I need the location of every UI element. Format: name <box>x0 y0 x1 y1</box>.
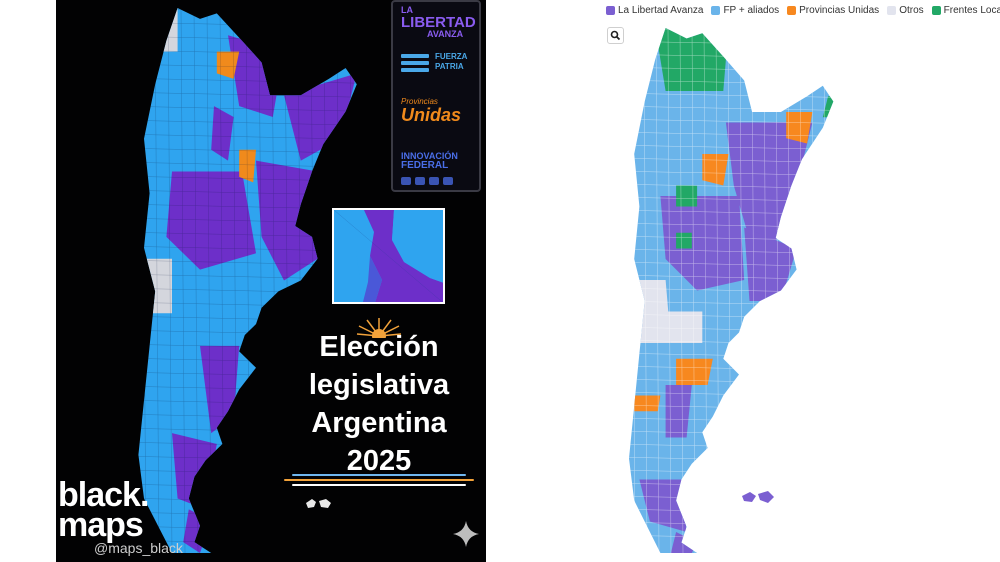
region-frentes-locales-0 <box>655 28 729 91</box>
lla-line1: LA <box>401 5 413 15</box>
legend-label: FP + aliados <box>723 5 780 16</box>
region-pu-0 <box>702 154 729 186</box>
region-otros-1 <box>665 311 703 343</box>
flag-icon <box>401 54 429 72</box>
legend-item-lla[interactable]: La Libertad Avanza <box>606 5 703 16</box>
region-lla-4 <box>639 479 687 532</box>
falkland-west <box>742 492 756 502</box>
legend-label: La Libertad Avanza <box>618 5 704 16</box>
falkland-east <box>758 491 774 503</box>
fp-line1: FUERZA <box>435 52 468 61</box>
legend-swatch <box>606 6 615 15</box>
region-lla-2 <box>744 227 797 301</box>
region-pu-3 <box>634 395 661 412</box>
logo-provincias-unidas: Provincias Unidas <box>401 97 462 125</box>
region-lla-2 <box>166 171 256 270</box>
sparkle-icon <box>453 521 479 547</box>
title-line4: 2025 <box>346 445 412 477</box>
lla-line3: AVANZA <box>427 29 464 39</box>
brand-logo: black. maps <box>58 476 149 544</box>
legend-item-pu[interactable]: Provincias Unidas <box>787 5 879 16</box>
legend-swatch <box>887 6 897 15</box>
pu-line1: Provincias <box>401 97 438 106</box>
region-frentes-locales-3 <box>822 96 834 118</box>
left-map-panel: LA LIBERTAD AVANZA FUERZA PATRIA Provinc… <box>56 0 486 562</box>
region-frentes-locales-2 <box>676 232 692 249</box>
party-logos-box: LA LIBERTAD AVANZA FUERZA PATRIA Provinc… <box>391 0 481 192</box>
legend-label: Provincias Unidas <box>799 5 880 16</box>
sun-of-may-icon <box>356 318 402 338</box>
region-lla-3 <box>665 385 692 438</box>
region-frentes-locales-1 <box>676 185 698 207</box>
legend-item-frentes-locales[interactable]: Frentes Locales <box>931 5 1000 16</box>
legend-label: Otros <box>899 5 924 16</box>
region-pu-2 <box>676 358 713 385</box>
region-pu-1 <box>239 149 256 183</box>
legend-swatch <box>931 6 941 15</box>
falkland-islands-left <box>306 499 331 508</box>
lla-line2: LIBERTAD <box>401 14 476 31</box>
right-map-regions <box>629 28 834 553</box>
page-title: Elección legislativa Argentina 2025 <box>284 328 474 480</box>
region-lla-7 <box>211 106 234 161</box>
legend-item-otros[interactable]: Otros <box>887 5 924 16</box>
party-emblems-icon <box>401 173 458 185</box>
search-button[interactable] <box>607 27 624 44</box>
buenos-aires-inset-map <box>332 208 445 304</box>
search-icon <box>610 30 621 41</box>
pu-line2: Unidas <box>401 105 462 125</box>
argentina-map-left <box>138 8 357 553</box>
brand-line1: black. <box>58 476 149 514</box>
title-line2: legislativa <box>308 369 450 401</box>
title-line3: Argentina <box>311 407 447 439</box>
region-otros-0 <box>629 280 671 343</box>
inset-map-shapes <box>334 210 443 302</box>
legend-swatch <box>787 6 797 15</box>
brand-line2: maps <box>58 506 144 544</box>
argentina-map-right[interactable] <box>600 0 1000 562</box>
legend-item-fp[interactable]: FP + aliados <box>711 5 779 16</box>
region-otros-0 <box>144 8 178 52</box>
map-legend: La Libertad Avanza FP + aliados Provinci… <box>606 5 1000 16</box>
if-line2: FEDERAL <box>401 160 449 171</box>
fp-line2: PATRIA <box>435 62 464 71</box>
region-pu-0 <box>216 51 240 79</box>
logo-innovacion-federal: INNOVACIÓN FEDERAL <box>401 151 458 185</box>
logo-la-libertad-avanza: LA LIBERTAD AVANZA <box>401 6 476 39</box>
legend-swatch <box>711 6 721 15</box>
legend-label: Frentes Locales <box>943 5 1000 16</box>
if-line1: INNOVACIÓN <box>401 151 458 161</box>
title-line1: Elección <box>319 331 439 363</box>
region-otros-1 <box>138 258 172 314</box>
flag-lines <box>284 474 474 489</box>
right-map-panel: La Libertad Avanza FP + aliados Provinci… <box>600 0 1000 562</box>
region-lla-0 <box>725 122 813 249</box>
region-lla-3 <box>256 160 318 281</box>
social-handle: @maps_black <box>94 540 183 556</box>
falkland-islands-right <box>742 491 774 503</box>
